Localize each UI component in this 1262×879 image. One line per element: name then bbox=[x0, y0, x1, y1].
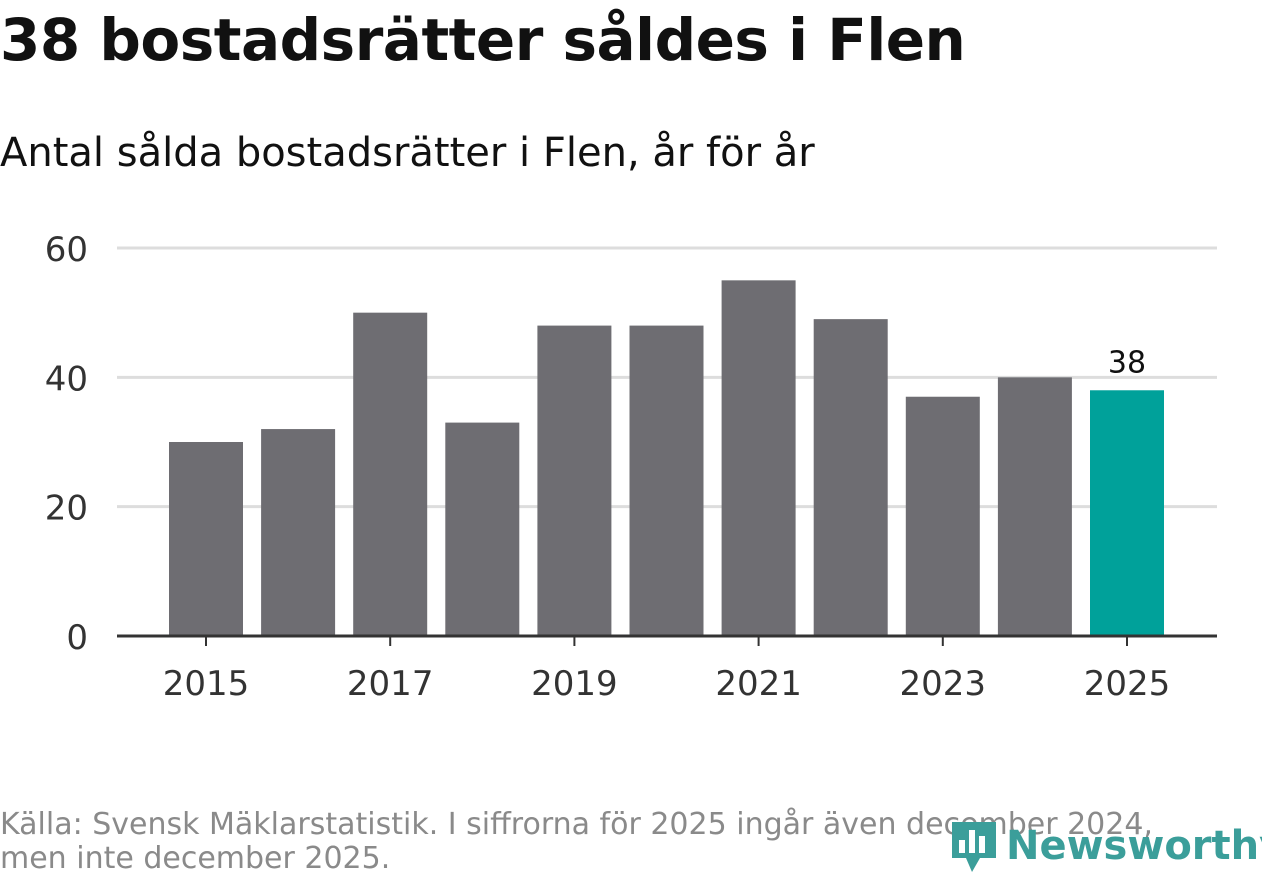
bar-chart: 0 20 40 60 2015 2017 2019 2021 2023 2025 38 bbox=[45, 230, 1217, 704]
x-tick-label-2023: 2023 bbox=[900, 664, 987, 704]
source-note-line-2: men inte december 2025. bbox=[0, 841, 391, 876]
bar-2022 bbox=[813, 319, 888, 636]
bar-2017 bbox=[353, 312, 428, 636]
y-tick-label-40: 40 bbox=[45, 359, 88, 399]
x-tick-label-2017: 2017 bbox=[347, 664, 434, 704]
x-tick-label-2021: 2021 bbox=[715, 664, 802, 704]
x-tick-label-2015: 2015 bbox=[163, 664, 250, 704]
bar-chart-pin-icon bbox=[952, 822, 996, 872]
bar-2018 bbox=[445, 422, 520, 636]
y-tick-label-0: 0 bbox=[66, 618, 88, 658]
x-tick-label-2025: 2025 bbox=[1084, 664, 1171, 704]
bar-2020 bbox=[629, 325, 704, 636]
chart-title: 38 bostadsrätter såldes i Flen bbox=[0, 6, 966, 74]
y-tick-label-20: 20 bbox=[45, 489, 88, 529]
newsworthy-logo: Newsworthy bbox=[948, 818, 1262, 874]
y-tick-label-60: 60 bbox=[45, 230, 88, 270]
bar-2024 bbox=[997, 377, 1072, 636]
bar-2023 bbox=[905, 396, 980, 636]
x-tick-label-2019: 2019 bbox=[531, 664, 618, 704]
bar-2019 bbox=[537, 325, 612, 636]
logo-text: Newsworthy bbox=[1006, 823, 1262, 869]
bar-2016 bbox=[261, 429, 336, 636]
data-label-2025: 38 bbox=[1108, 345, 1146, 380]
bar-2025 bbox=[1090, 390, 1164, 636]
bar-2015 bbox=[169, 442, 243, 636]
bar-2021 bbox=[721, 280, 796, 636]
chart-subtitle: Antal sålda bostadsrätter i Flen, år för… bbox=[0, 130, 815, 176]
